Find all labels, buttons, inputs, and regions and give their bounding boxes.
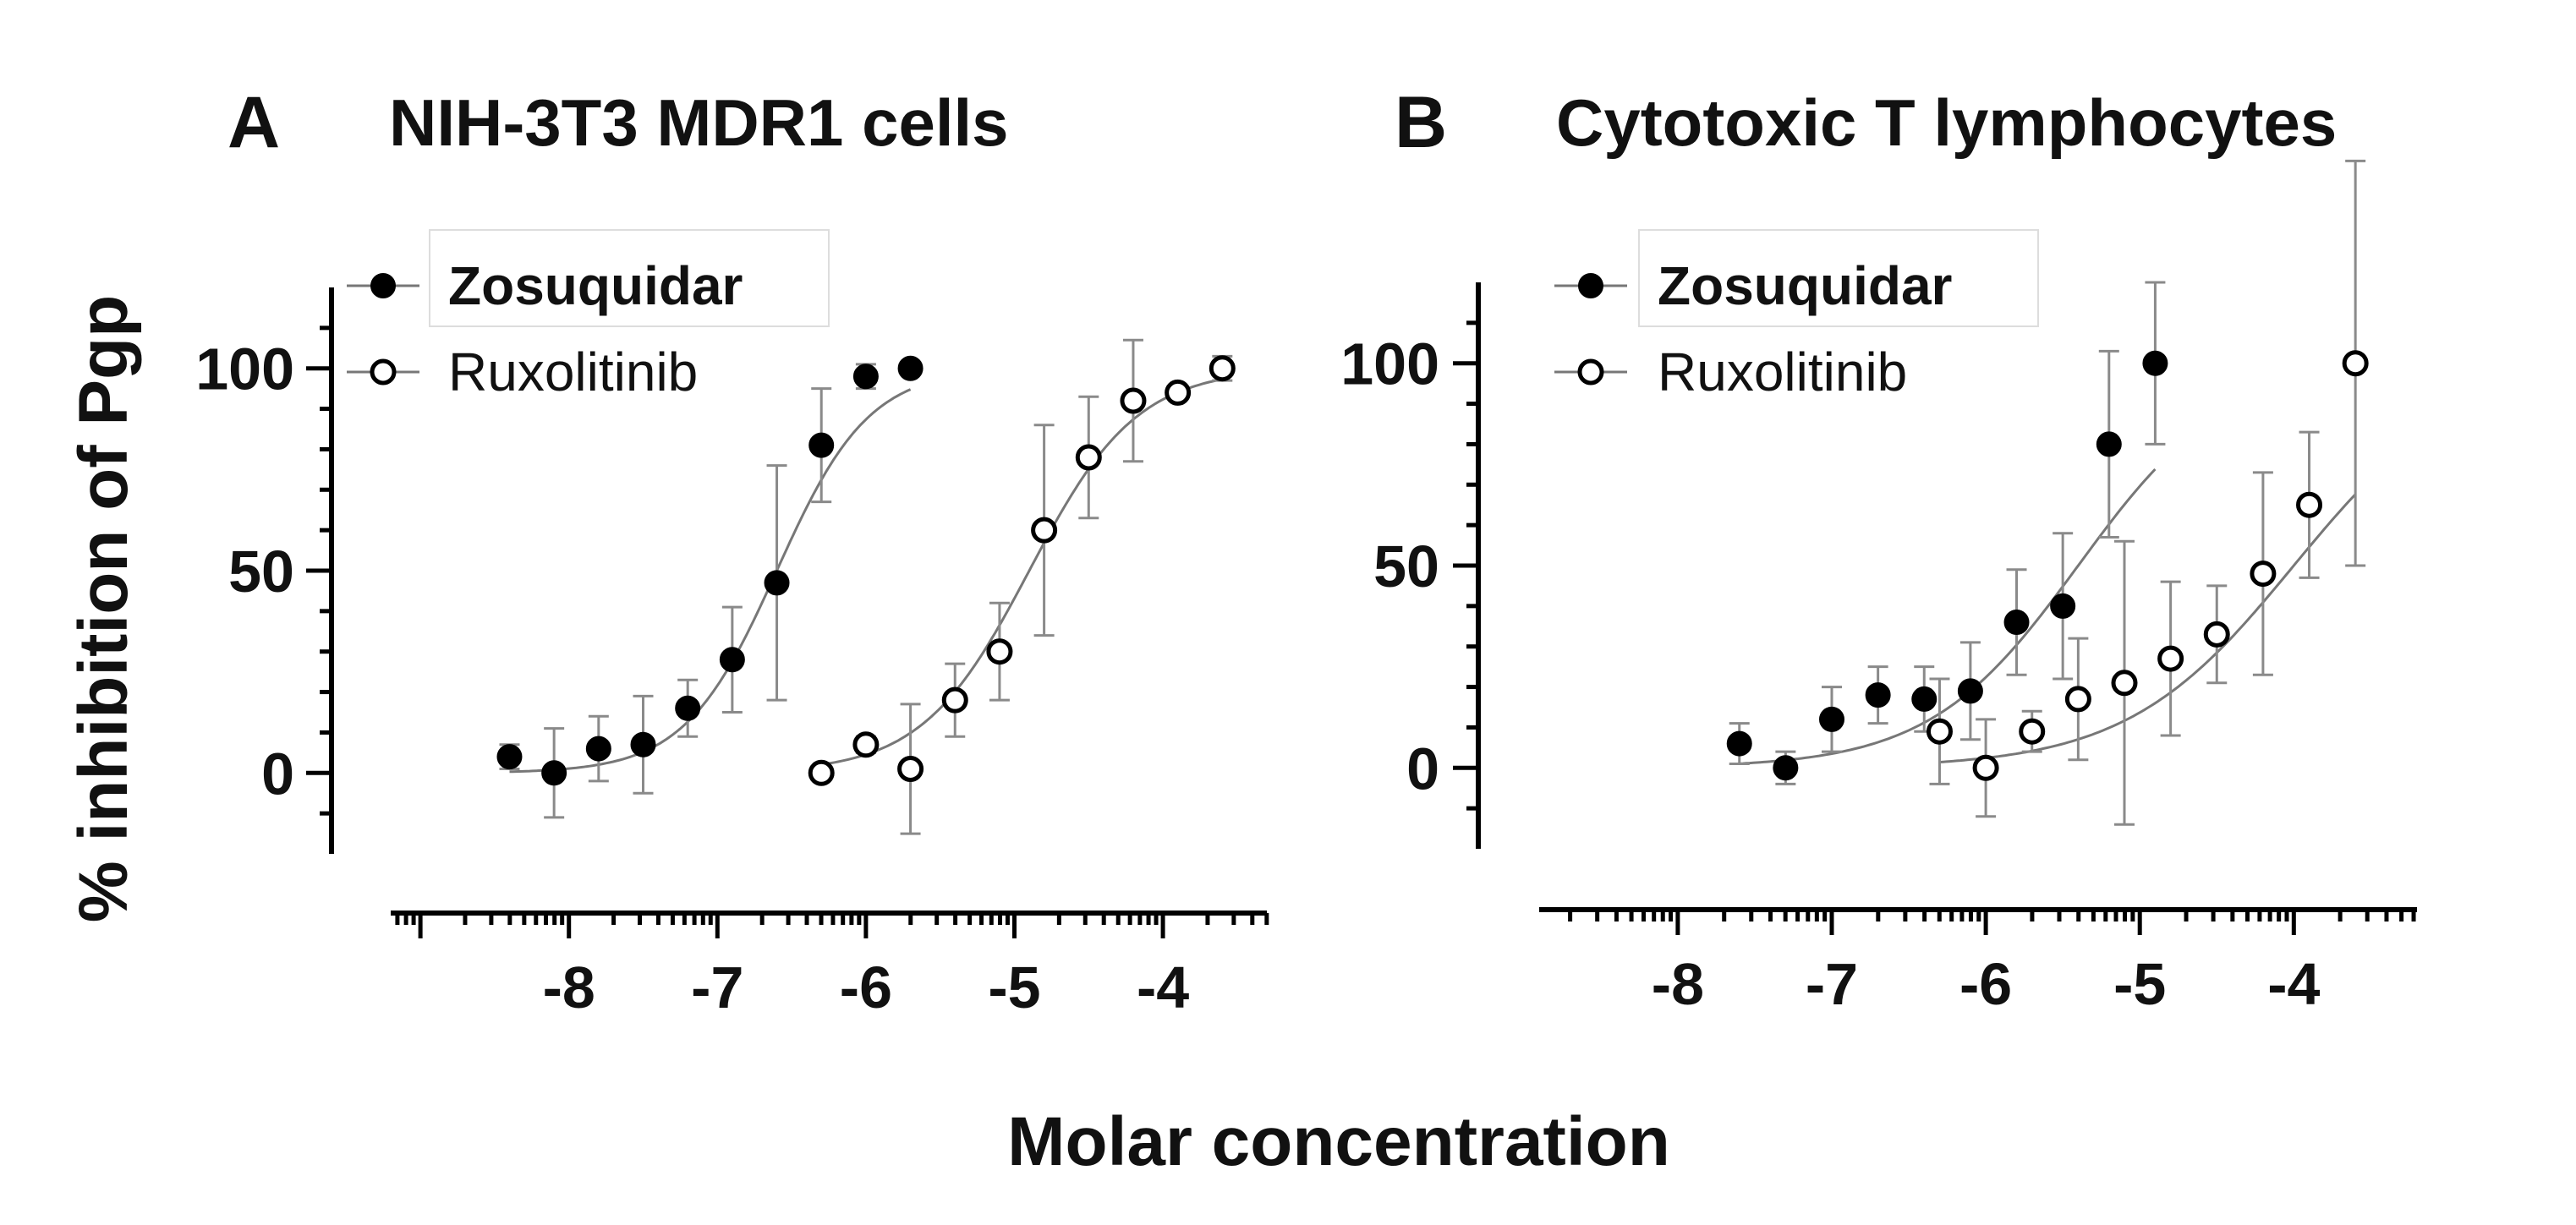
y-tick-label: 50 (1373, 533, 1439, 599)
data-point-ruxolitinib (1972, 754, 1999, 781)
data-point-zosuquidar (808, 432, 835, 458)
y-tick-label: 0 (1406, 736, 1439, 801)
legend-label-ruxolitinib: Ruxolitinib (448, 342, 698, 402)
fit-curves (1739, 468, 2357, 765)
data-points (1726, 350, 2369, 781)
legend-marker-zosuquidar (1578, 273, 1603, 298)
data-point-ruxolitinib (2250, 561, 2277, 588)
panel-a: A NIH-3T3 MDR1 cells 0 50 100 -8 -7 -6 -5 -4 Z… (195, 82, 1269, 1020)
legend-label-zosuquidar: Zosuquidar (448, 255, 743, 316)
x-axis: -8 -7 -6 -5 -4 (1539, 907, 2417, 1017)
x-tick-label: -5 (2113, 951, 2166, 1017)
legend-label-ruxolitinib: Ruxolitinib (1658, 342, 1907, 402)
data-point-zosuquidar (1911, 686, 1937, 712)
data-point-ruxolitinib (941, 686, 968, 714)
data-point-ruxolitinib (2111, 670, 2138, 697)
data-point-zosuquidar (1819, 706, 1844, 732)
data-point-zosuquidar (541, 760, 567, 786)
fit-curve-zosuquidar (1739, 468, 2157, 765)
legend-highlight-box (1638, 229, 2039, 327)
data-point-ruxolitinib (1209, 355, 1236, 382)
data-point-ruxolitinib (2342, 350, 2369, 377)
x-tick-label: -4 (1137, 954, 1189, 1020)
fit-curve-zosuquidar (509, 388, 912, 774)
data-point-ruxolitinib (897, 756, 924, 782)
data-point-ruxolitinib (2157, 645, 2184, 672)
y-tick-label: 0 (261, 741, 294, 807)
data-point-zosuquidar (1957, 678, 1983, 704)
data-point-zosuquidar (630, 731, 656, 757)
data-point-zosuquidar (675, 695, 701, 721)
y-axis: 0 50 100 (1340, 282, 1481, 849)
x-tick-label: -5 (988, 954, 1040, 1020)
x-tick-label: -7 (691, 954, 743, 1020)
x-axis-label: Molar concentration (1007, 1103, 1670, 1180)
x-tick-label: -8 (1652, 951, 1704, 1017)
panel-title: Cytotoxic T lymphocytes (1556, 85, 2337, 160)
legend-marker-ruxolitinib (370, 358, 397, 386)
x-tick-label: -4 (2267, 951, 2320, 1017)
x-tick-label: -6 (840, 954, 892, 1020)
data-point-zosuquidar (2096, 431, 2122, 457)
data-point-zosuquidar (2050, 593, 2076, 619)
data-point-ruxolitinib (1075, 444, 1102, 471)
y-axis-label: % inhibition of Pgp (65, 295, 142, 922)
data-point-zosuquidar (496, 744, 523, 770)
data-point-ruxolitinib (852, 731, 880, 758)
fit-curve-ruxolitinib (1939, 493, 2357, 763)
data-point-ruxolitinib (2064, 686, 2091, 713)
data-point-zosuquidar (719, 647, 745, 673)
data-points (496, 355, 1236, 786)
data-point-zosuquidar (852, 364, 879, 390)
x-tick-label: -8 (543, 954, 595, 1020)
data-point-ruxolitinib (1120, 387, 1147, 414)
data-point-zosuquidar (1865, 682, 1891, 708)
x-axis: -8 -7 -6 -5 -4 (391, 911, 1269, 1020)
y-tick-label: 50 (228, 539, 294, 604)
data-point-zosuquidar (2003, 610, 2030, 635)
data-point-zosuquidar (2142, 350, 2168, 376)
legend-marker-ruxolitinib (1577, 358, 1604, 386)
data-point-ruxolitinib (1165, 379, 1192, 406)
y-tick-label: 100 (1340, 331, 1439, 397)
fit-curves (509, 378, 1223, 774)
panel-letter: B (1395, 82, 1447, 163)
legend: Zosuquidar Ruxolitinib (347, 229, 830, 402)
legend-highlight-box (429, 229, 830, 327)
panel-letter: A (227, 82, 280, 163)
x-tick-label: -7 (1806, 951, 1858, 1017)
data-point-zosuquidar (1773, 755, 1799, 781)
legend-marker-zosuquidar (370, 273, 396, 298)
data-point-zosuquidar (585, 736, 611, 762)
data-point-ruxolitinib (986, 638, 1013, 665)
data-point-zosuquidar (1726, 730, 1752, 757)
data-point-ruxolitinib (2203, 621, 2230, 648)
data-point-zosuquidar (764, 570, 790, 596)
x-tick-label: -6 (1959, 951, 2012, 1017)
y-axis: 0 50 100 (195, 287, 334, 854)
data-point-zosuquidar (897, 355, 924, 381)
data-point-ruxolitinib (1031, 517, 1058, 544)
fit-curve-ruxolitinib (820, 378, 1223, 766)
legend: Zosuquidar Ruxolitinib (1554, 229, 2039, 402)
y-tick-label: 100 (195, 336, 294, 402)
panel-title: NIH-3T3 MDR1 cells (389, 85, 1009, 160)
data-point-ruxolitinib (2296, 491, 2323, 518)
data-point-ruxolitinib (2019, 718, 2046, 745)
legend-label-zosuquidar: Zosuquidar (1658, 255, 1952, 316)
data-point-ruxolitinib (808, 759, 835, 786)
error-bars (499, 338, 1233, 835)
data-point-ruxolitinib (1926, 718, 1953, 745)
